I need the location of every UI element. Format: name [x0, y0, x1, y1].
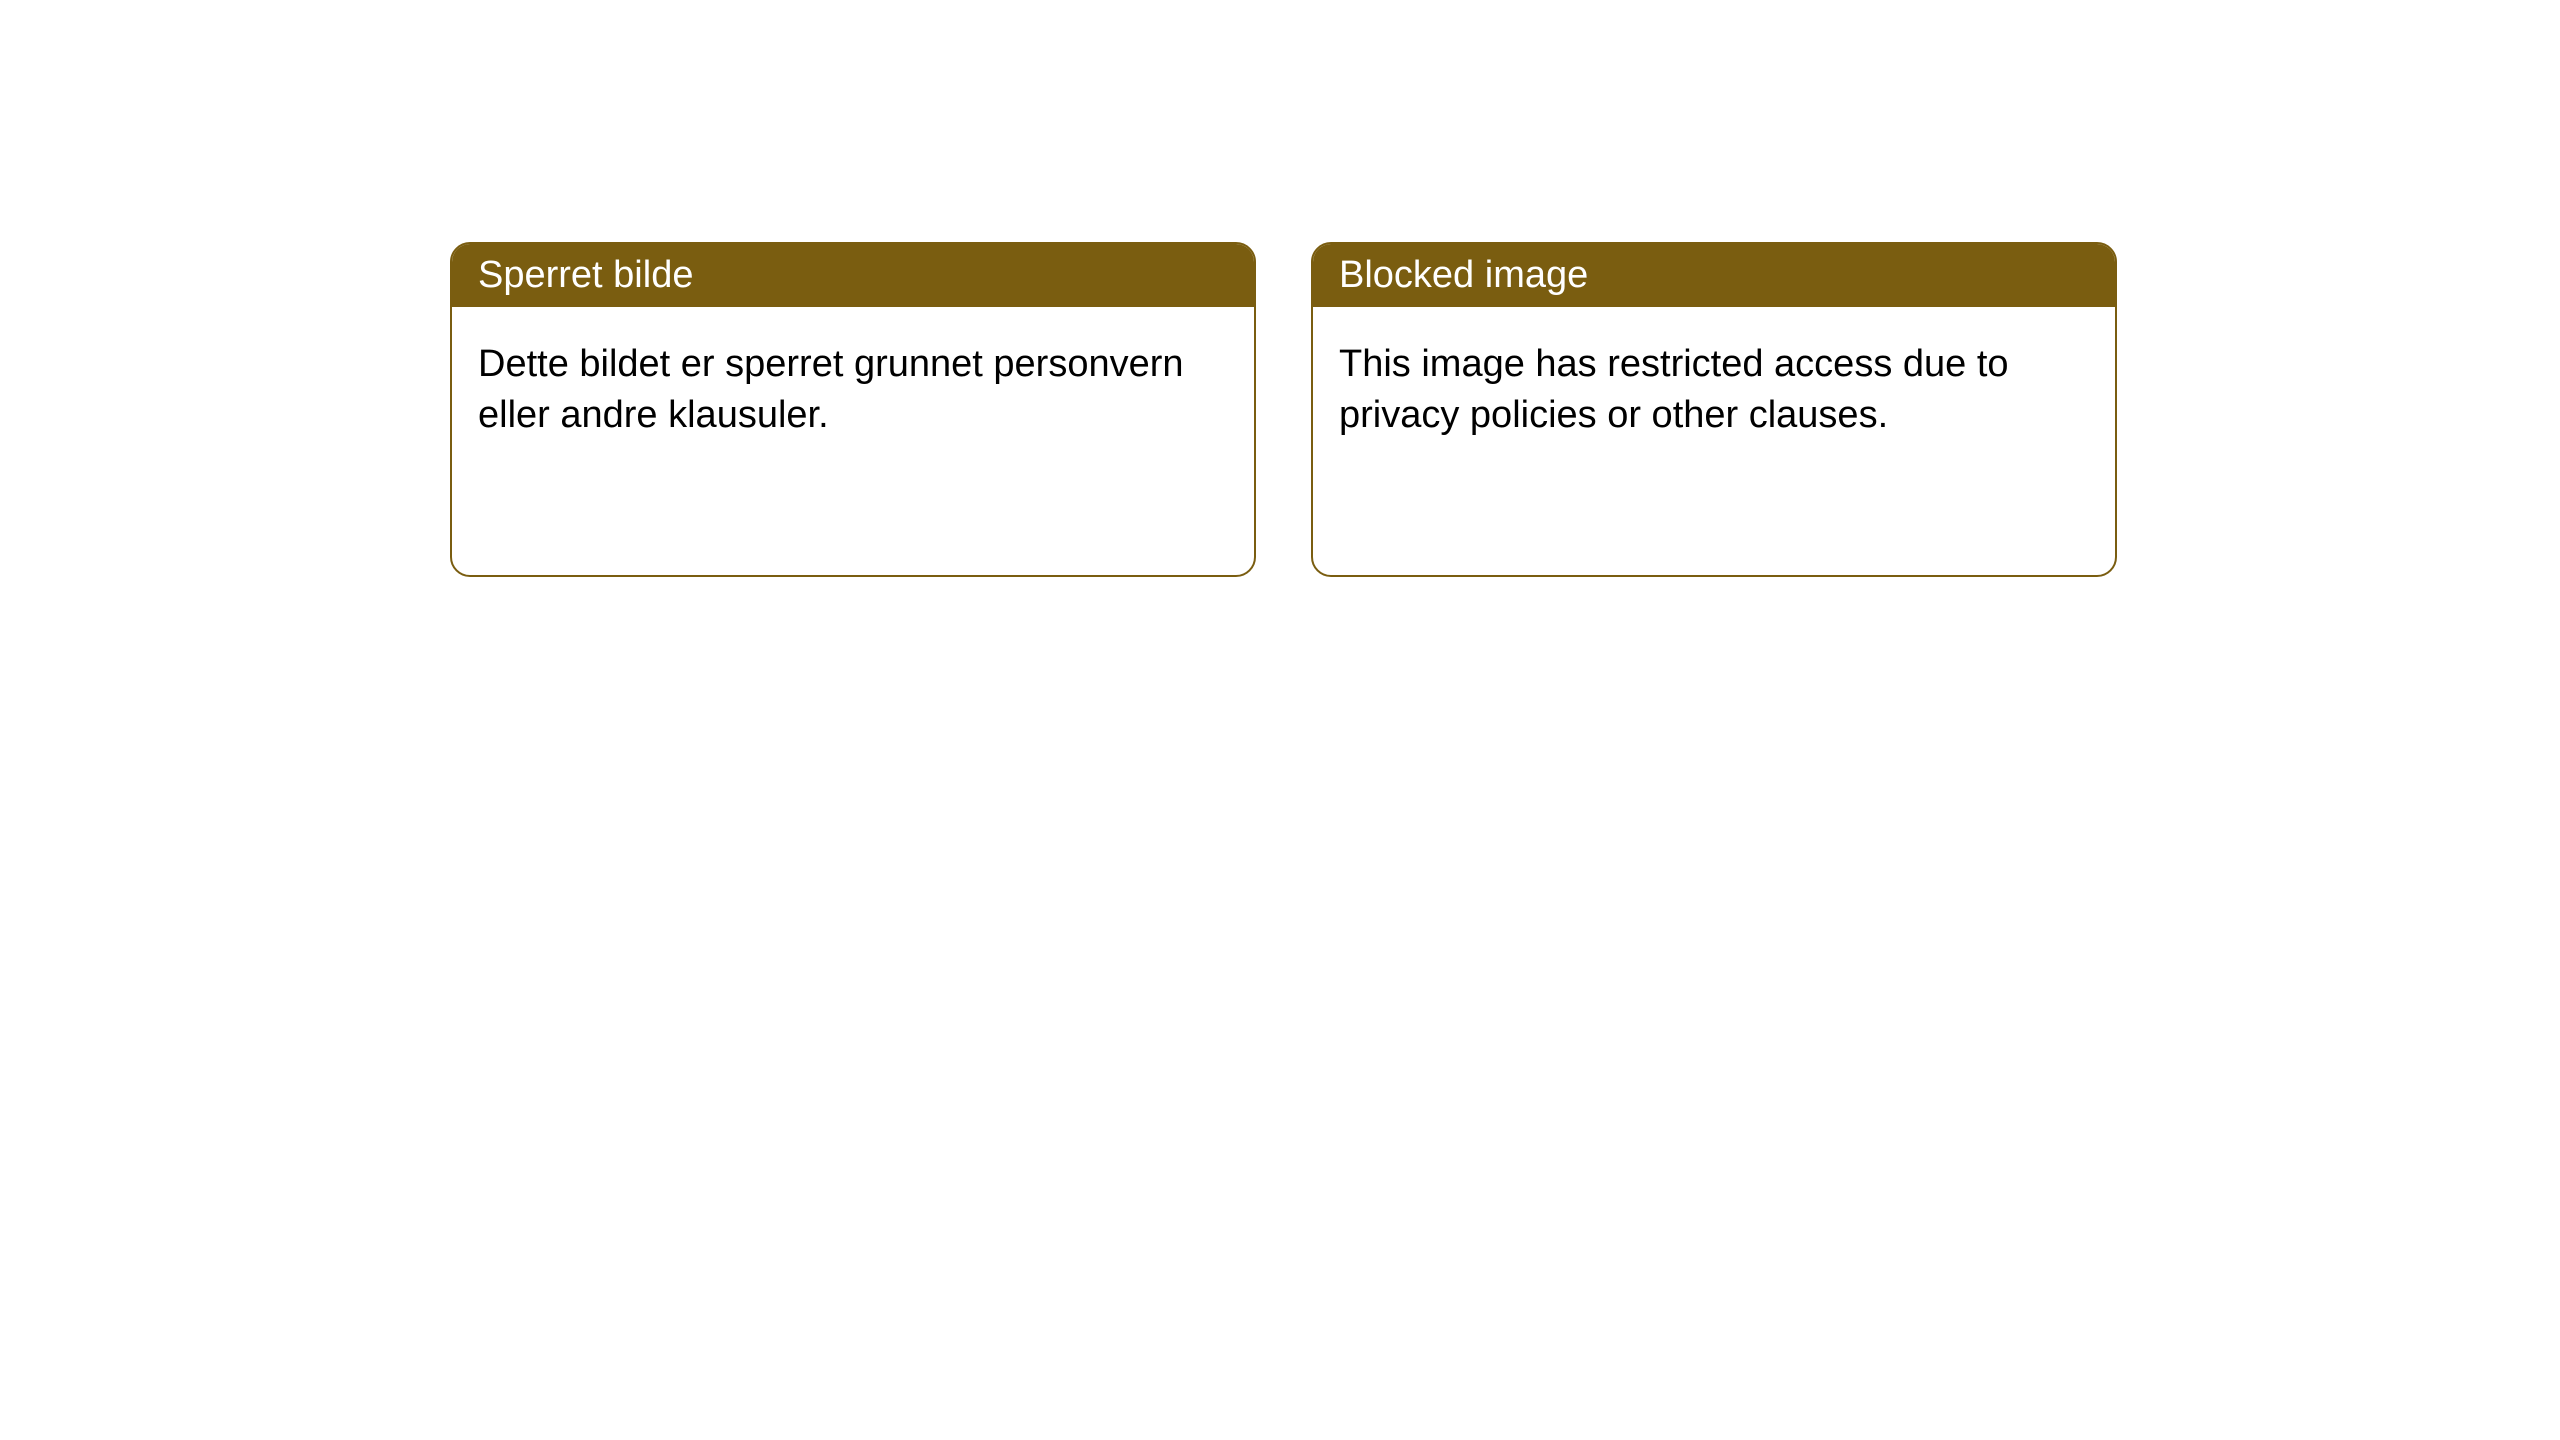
- cards-container: Sperret bilde Dette bildet er sperret gr…: [0, 0, 2560, 577]
- card-body-no: Dette bildet er sperret grunnet personve…: [452, 307, 1254, 474]
- card-body-en: This image has restricted access due to …: [1313, 307, 2115, 474]
- blocked-image-card-no: Sperret bilde Dette bildet er sperret gr…: [450, 242, 1256, 577]
- card-header-en: Blocked image: [1313, 244, 2115, 307]
- blocked-image-card-en: Blocked image This image has restricted …: [1311, 242, 2117, 577]
- card-header-no: Sperret bilde: [452, 244, 1254, 307]
